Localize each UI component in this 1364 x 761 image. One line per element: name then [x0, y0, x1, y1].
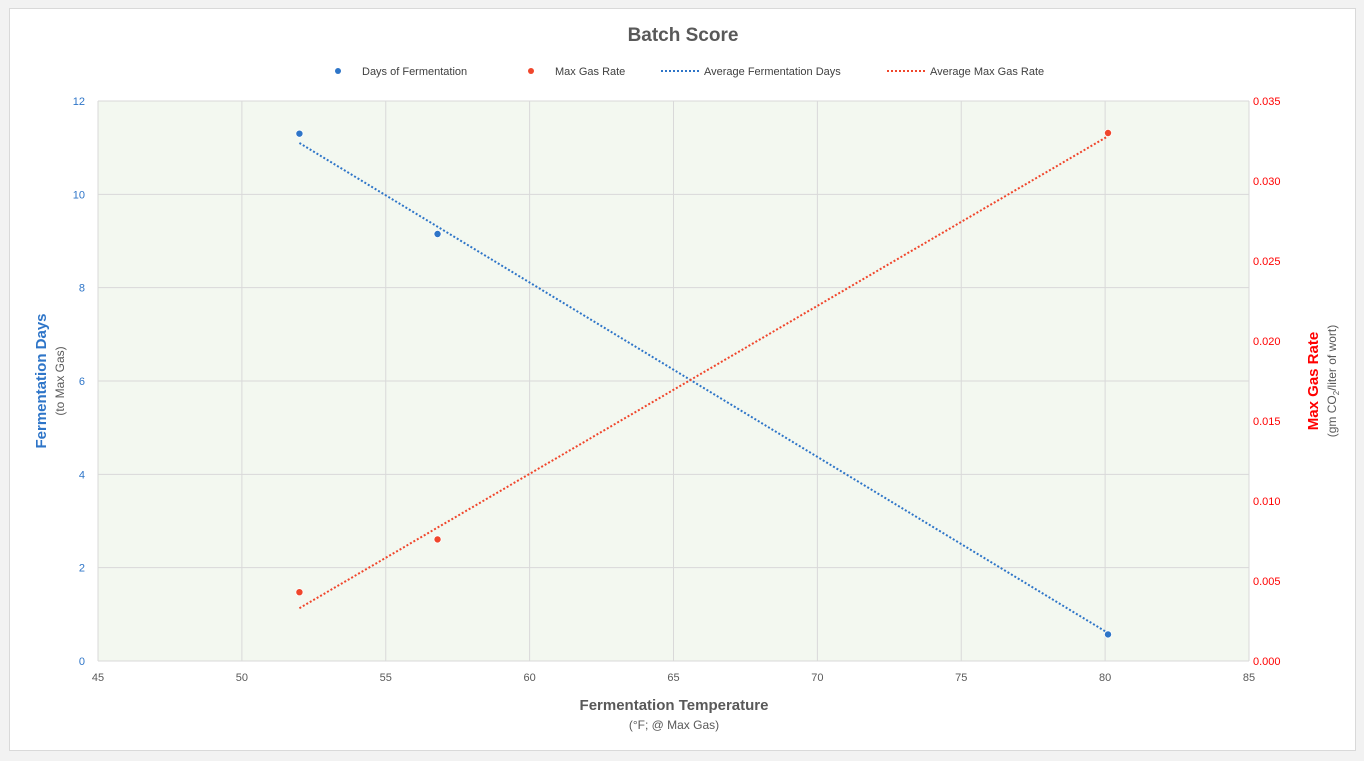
data-point: [433, 535, 442, 544]
x-tick-label: 70: [811, 672, 823, 684]
data-point: [1104, 630, 1113, 639]
x-axis-subtitle: (°F; @ Max Gas): [629, 718, 719, 732]
y-axis-right-subtitle: (gm CO2/liter of wort): [1325, 325, 1341, 437]
y-left-tick-label: 4: [79, 469, 85, 481]
y-left-tick-label: 12: [73, 96, 85, 108]
trendlines: [298, 135, 1109, 634]
trendline: [298, 135, 1109, 610]
y-right-tick-label: 0.005: [1253, 576, 1281, 588]
x-axis-title: Fermentation Temperature: [580, 697, 769, 714]
legend-marker: [528, 68, 534, 74]
y-axis-right-subtitle-subscript: 2: [1332, 390, 1341, 395]
tick-labels: 45 50 55 60 65 70 75 80 85 0 2 4 6 8 10 12 0.000 0.005 0.0…: [73, 96, 1281, 684]
y-axis-left-subtitle: (to Max Gas): [53, 346, 67, 415]
y-right-tick-label: 0.030: [1253, 176, 1281, 188]
data-point: [295, 588, 304, 597]
y-right-tick-label: 0.025: [1253, 256, 1281, 268]
y-axis-right-subtitle-part: /liter of wort): [1325, 325, 1339, 391]
y-axis-right-subtitle-part: (gm CO: [1325, 395, 1339, 437]
batch-score-chart: 45 50 55 60 65 70 75 80 85 0 2 4 6 8 10 12 0.000 0.005 0.0…: [33, 25, 1341, 732]
legend-marker: [335, 68, 341, 74]
x-tick-label: 60: [524, 672, 536, 684]
y-left-tick-label: 6: [79, 376, 85, 388]
y-left-tick-label: 8: [79, 283, 85, 295]
y-left-tick-label: 10: [73, 189, 85, 201]
x-tick-label: 80: [1099, 672, 1111, 684]
legend-label: Max Gas Rate: [555, 66, 625, 78]
y-left-tick-label: 0: [79, 656, 85, 668]
trendline: [298, 142, 1109, 634]
x-tick-label: 65: [667, 672, 679, 684]
data-point: [1104, 129, 1113, 138]
chart-frame: 45 50 55 60 65 70 75 80 85 0 2 4 6 8 10 12 0.000 0.005 0.0…: [9, 8, 1356, 751]
legend: Days of Fermentation Max Gas Rate Average …: [335, 66, 1044, 78]
y-right-tick-label: 0.035: [1253, 96, 1281, 108]
x-tick-label: 50: [236, 672, 248, 684]
y-right-tick-label: 0.000: [1253, 656, 1281, 668]
x-tick-label: 55: [380, 672, 392, 684]
data-point: [295, 129, 304, 138]
y-right-tick-label: 0.020: [1253, 336, 1281, 348]
legend-label: Days of Fermentation: [362, 66, 467, 78]
x-tick-label: 85: [1243, 672, 1255, 684]
y-right-tick-label: 0.010: [1253, 496, 1281, 508]
legend-label: Average Max Gas Rate: [930, 66, 1044, 78]
y-axis-right-title: Max Gas Rate: [1305, 332, 1322, 430]
chart-title: Batch Score: [628, 25, 739, 46]
y-left-tick-label: 2: [79, 563, 85, 575]
legend-label: Average Fermentation Days: [704, 66, 841, 78]
y-right-tick-label: 0.015: [1253, 416, 1281, 428]
x-tick-label: 45: [92, 672, 104, 684]
y-axis-left-title: Fermentation Days: [33, 313, 50, 448]
data-point: [433, 229, 442, 238]
x-tick-label: 75: [955, 672, 967, 684]
data-points: [295, 129, 1113, 639]
